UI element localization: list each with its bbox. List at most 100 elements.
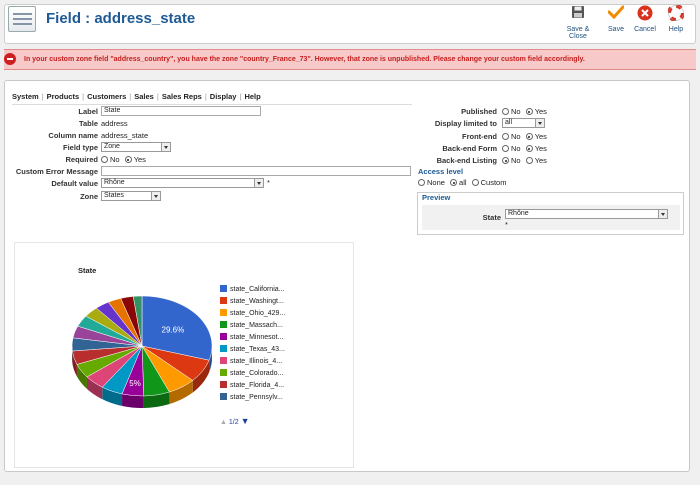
pie-slice-0[interactable] [141, 295, 213, 361]
pie-slice-side-6 [86, 376, 103, 400]
tab-system[interactable]: System [12, 92, 39, 101]
required-no-label: No [110, 155, 120, 164]
column-name-label: Column name [48, 131, 98, 140]
error-banner [4, 49, 696, 70]
tab-customers[interactable]: Customers [87, 92, 127, 101]
required-label: Required [65, 155, 98, 164]
legend-label: state_Minnesot... [230, 334, 284, 341]
zone-label: Zone [80, 192, 98, 201]
access-custom-radio[interactable] [471, 179, 479, 186]
tab-products[interactable]: Products [46, 92, 80, 101]
display-limited-value: all [505, 119, 513, 126]
preview-state-label: State [482, 213, 501, 222]
legend-swatch [220, 297, 227, 304]
pie-slice-side-5 [102, 387, 123, 406]
tab-display[interactable]: Display [209, 92, 237, 101]
lifebuoy-icon [667, 4, 685, 23]
backend-form-yes-label: Yes [534, 144, 547, 153]
front-end-no-radio[interactable] [502, 133, 509, 140]
legend-label: state_Colorado... [230, 370, 284, 377]
legend-label: state_Pennsylv... [230, 394, 283, 401]
cancel-button[interactable]: Cancel [633, 5, 657, 33]
legend-label: state_Washingt... [230, 298, 284, 305]
preview-state-select[interactable]: Rhône [505, 209, 668, 219]
backend-form-no-radio[interactable] [502, 145, 509, 152]
zone-select[interactable]: States [101, 191, 161, 201]
legend-swatch [220, 393, 227, 400]
access-none-radio[interactable] [418, 179, 425, 186]
backend-listing-radio-group: No Yes [499, 156, 547, 165]
save-close-label: Save & Close [566, 26, 590, 40]
chevron-down-icon [535, 119, 544, 127]
default-value-select[interactable]: Rhône [101, 178, 264, 188]
backend-listing-no-label: No [511, 156, 521, 165]
default-value-value: Rhône [104, 179, 125, 186]
legend-swatch [220, 309, 227, 316]
table-field-label: Table [78, 119, 98, 128]
tab-sales-reps[interactable]: Sales Reps [161, 92, 202, 101]
published-radio-group: No Yes [499, 107, 547, 116]
help-label: Help [668, 26, 684, 33]
help-button[interactable]: Help [666, 4, 686, 33]
front-end-yes-radio[interactable] [525, 133, 533, 140]
pie-slice-16[interactable] [132, 295, 143, 347]
zone-value: States [104, 192, 124, 199]
legend-label: state_Massach... [230, 322, 283, 329]
error-message: In your custom zone field "address_count… [24, 56, 585, 63]
access-level-title: Access level [418, 167, 464, 176]
legend-entry: state_Colorado... [220, 369, 283, 377]
backend-listing-no-radio[interactable] [502, 157, 509, 164]
save-button[interactable]: Save [605, 5, 627, 33]
floppy-disk-icon [569, 5, 587, 23]
required-yes-label: Yes [133, 155, 146, 164]
default-value-label: Default value [51, 179, 98, 188]
published-yes-radio[interactable] [525, 108, 533, 115]
front-end-no-label: No [511, 132, 521, 141]
tab-sales[interactable]: Sales [134, 92, 154, 101]
backend-listing-yes-label: Yes [534, 156, 547, 165]
label-field-label: Label [78, 107, 98, 116]
access-all-radio[interactable] [450, 179, 458, 186]
published-no-radio[interactable] [502, 108, 509, 115]
published-label: Published [461, 107, 497, 116]
default-value-asterisk: * [267, 178, 270, 187]
required-no-radio[interactable] [101, 156, 108, 163]
chevron-down-icon [161, 143, 170, 151]
legend-label: state_Illinois_4... [230, 358, 283, 365]
save-close-button[interactable]: Save & Close [557, 5, 599, 40]
published-no-label: No [511, 107, 521, 116]
pie-slice-side-7 [76, 364, 87, 389]
backend-listing-yes-radio[interactable] [525, 157, 533, 164]
pager-next-icon[interactable]: ▼ [240, 416, 250, 426]
chart-title: State [78, 266, 97, 275]
access-all-label: all [459, 178, 467, 187]
pie-chart: 29.6% 5% [71, 295, 213, 408]
published-yes-label: Yes [534, 107, 547, 116]
legend-swatch [220, 321, 227, 328]
page-title: Field : address_state [46, 10, 196, 27]
pager-prev-icon[interactable]: ▲ [220, 419, 227, 426]
pie-slice-label: 29.6% [162, 326, 185, 335]
cancel-label: Cancel [634, 26, 656, 33]
access-custom-label: Custom [480, 178, 507, 187]
required-yes-radio[interactable] [124, 156, 132, 163]
backend-form-yes-radio[interactable] [525, 145, 533, 152]
tab-help[interactable]: Help [244, 92, 261, 101]
legend-swatch [220, 369, 227, 376]
preview-state-value: Rhône [508, 210, 529, 217]
custom-error-input[interactable] [101, 166, 411, 176]
chevron-down-icon [151, 192, 160, 200]
legend-swatch [220, 357, 227, 364]
table-value: address [101, 119, 128, 128]
display-limited-select[interactable]: all [502, 118, 545, 128]
label-input[interactable]: State [101, 106, 261, 116]
pie-slice-side-1 [192, 360, 210, 393]
field-type-select[interactable]: Zone [101, 142, 171, 152]
front-end-radio-group: No Yes [499, 132, 547, 141]
legend-label: state_Florida_4... [230, 382, 285, 389]
legend-entry: state_Florida_4... [220, 381, 284, 389]
cancel-x-icon [636, 5, 654, 23]
access-level-radio-group: None all Custom [415, 178, 506, 187]
field-type-value: Zone [104, 143, 120, 150]
